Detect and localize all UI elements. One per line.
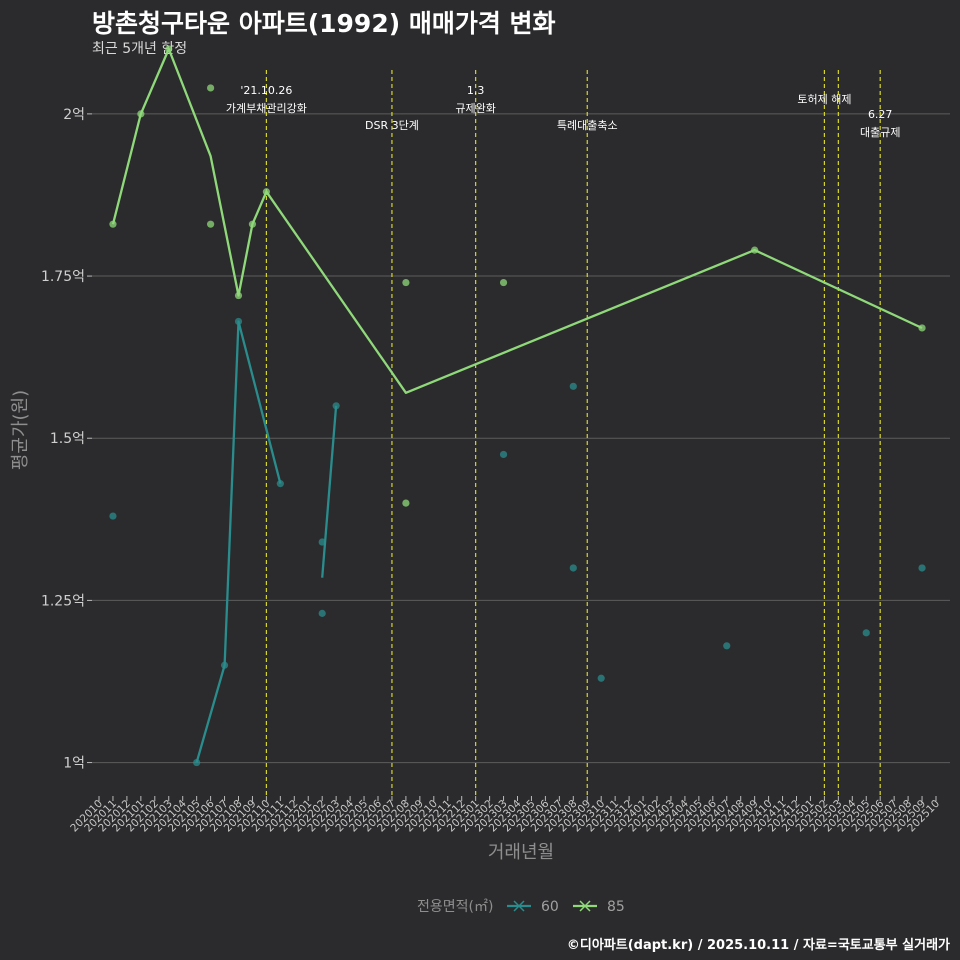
- y-tick-label: 1.25억: [41, 593, 85, 609]
- y-axis-ticks: 1억 1.25억 1.5억 1.75억 2억: [41, 107, 92, 772]
- event-label: 가계부채관리강화: [226, 102, 307, 115]
- data-point: [862, 629, 870, 637]
- legend-label: 85: [607, 899, 625, 915]
- legend-swatch-cross: [579, 900, 591, 912]
- legend-swatch-cross: [513, 900, 525, 912]
- chart-subtitle: 최근 5개년 한정: [92, 41, 188, 57]
- data-point: [569, 382, 577, 390]
- data-point: [109, 512, 117, 520]
- event-label: DSR 3단계: [365, 119, 419, 132]
- source-caption: ©디아파트(dapt.kr) / 2025.10.11 / 자료=국토교통부 실…: [566, 938, 950, 953]
- event-label: 1.3: [467, 84, 485, 97]
- data-point: [207, 84, 215, 92]
- data-point: [597, 674, 605, 682]
- series-85: [109, 45, 926, 507]
- data-point: [402, 278, 410, 287]
- data-point: [276, 480, 284, 488]
- data-point: [318, 609, 326, 617]
- event-label: '21.10.26: [240, 84, 292, 97]
- legend-item-60: 60: [507, 899, 559, 915]
- data-point: [499, 450, 508, 459]
- series-line: [195, 320, 282, 763]
- legend-label: 60: [541, 899, 559, 915]
- data-point: [569, 564, 577, 572]
- event-label: 규제완화: [455, 102, 495, 115]
- legend: 전용면적(㎡) 60 85: [417, 899, 625, 915]
- data-point: [499, 278, 508, 287]
- event-label: 특례대출축소: [557, 119, 618, 132]
- data-point: [723, 642, 731, 650]
- event-label: 토허제 해제: [797, 92, 851, 106]
- data-point: [332, 402, 340, 410]
- y-axis-title: 평균가(원): [10, 390, 31, 470]
- legend-item-85: 85: [573, 899, 625, 915]
- x-axis-ticks: 2020102020112020122021012021022021032021…: [68, 796, 942, 834]
- data-point: [918, 564, 926, 572]
- series-line: [111, 47, 923, 394]
- event-label: 6.27: [868, 108, 893, 121]
- y-tick-label: 1.75억: [41, 269, 85, 285]
- series-line: [321, 405, 338, 578]
- chart-title: 방촌청구타운 아파트(1992) 매매가격 변화: [92, 9, 556, 38]
- series-60: [109, 317, 926, 767]
- data-point: [402, 499, 410, 507]
- y-tick-label: 2억: [63, 107, 85, 123]
- data-point: [207, 220, 215, 228]
- legend-title: 전용면적(㎡): [417, 899, 493, 915]
- y-tick-label: 1.5억: [50, 431, 85, 447]
- event-label: 대출규제: [860, 126, 900, 139]
- x-axis-title: 거래년월: [488, 842, 554, 863]
- data-series: [109, 45, 926, 767]
- y-tick-label: 1억: [63, 756, 85, 772]
